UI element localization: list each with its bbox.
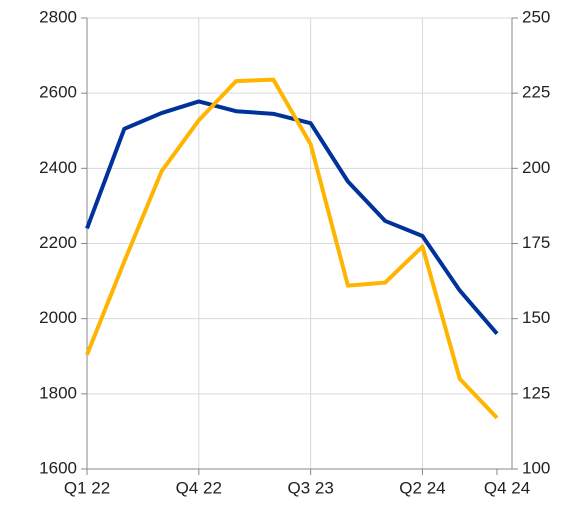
y2-tick-label: 225: [522, 83, 550, 102]
y-tick-label: 2800: [39, 7, 77, 26]
x-tick-label: Q4 24: [484, 478, 530, 497]
x-tick-label: Q2 24: [399, 478, 445, 497]
y2-tick-label: 200: [522, 158, 550, 177]
y2-tick-label: 250: [522, 7, 550, 26]
y-tick-label: 1800: [39, 383, 77, 402]
y-tick-label: 2200: [39, 233, 77, 252]
x-tick-label: Q3 23: [287, 478, 333, 497]
y-tick-label: 2600: [39, 83, 77, 102]
y2-tick-label: 175: [522, 233, 550, 252]
series-line: [85, 77, 499, 420]
series-line: [85, 99, 499, 336]
y-tick-label: 1600: [39, 458, 77, 477]
x-tick-label: Q1 22: [64, 478, 110, 497]
y2-tick-label: 150: [522, 308, 550, 327]
y-tick-label: 2400: [39, 158, 77, 177]
y-tick-label: 2000: [39, 308, 77, 327]
x-tick-label: Q4 22: [176, 478, 222, 497]
y2-tick-label: 100: [522, 458, 550, 477]
y2-tick-label: 125: [522, 383, 550, 402]
